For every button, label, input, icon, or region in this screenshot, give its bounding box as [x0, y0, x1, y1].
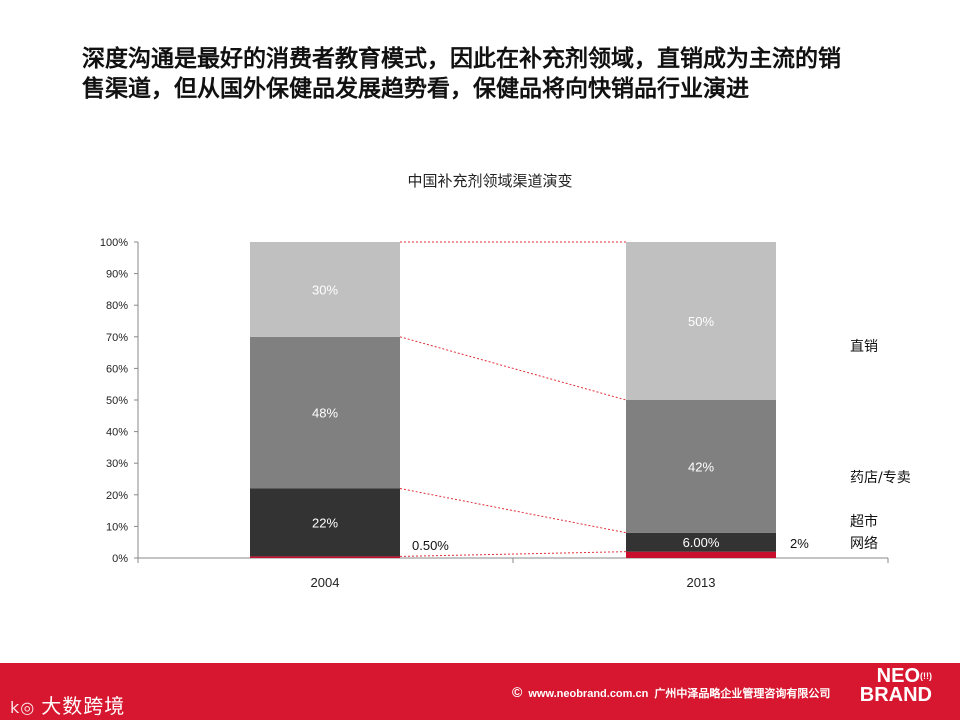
legend-label: 直销 — [850, 338, 878, 355]
headline: 深度沟通是最好的消费者教育模式，因此在补充剂领域，直销成为主流的销 售渠道，但从… — [82, 44, 912, 104]
y-tick-label: 40% — [106, 427, 128, 439]
y-tick-label: 30% — [106, 458, 128, 470]
bar-segment — [250, 242, 400, 337]
neobrand-logo: NEO(!!) BRAND — [858, 665, 932, 706]
logo-mark-icon: (!!) — [920, 671, 932, 681]
logo-line-1: NEO — [876, 665, 920, 687]
bar-segment — [626, 242, 776, 400]
data-label: 22% — [312, 515, 338, 530]
bar-segment — [626, 551, 776, 558]
brand-logo-icon: k◎ — [10, 698, 36, 717]
legend-label: 超市 — [850, 513, 878, 530]
y-tick-label: 100% — [100, 237, 128, 249]
headline-line-1: 深度沟通是最好的消费者教育模式，因此在补充剂领域，直销成为主流的销 — [82, 46, 841, 72]
series-connector-line — [399, 487, 627, 534]
series-connector-line — [399, 336, 627, 401]
footer-contact: © www.neobrand.com.cn 广州中泽品略企业管理咨询有限公司 — [512, 684, 830, 701]
legend-label: 药店/专卖 — [850, 470, 911, 486]
series-connector-line — [399, 551, 627, 557]
x-tick-label: 2004 — [311, 575, 340, 590]
bar-segment — [250, 556, 400, 558]
data-label: 30% — [312, 282, 338, 297]
y-tick-label: 20% — [106, 490, 128, 502]
footer-url[interactable]: www.neobrand.com.cn — [528, 688, 649, 700]
legend-label: 网络 — [850, 536, 878, 552]
logo-line-2: BRAND — [859, 684, 932, 706]
headline-line-2: 售渠道，但从国外保健品发展趋势看，保健品将向快销品行业演进 — [82, 76, 749, 102]
chart-title: 中国补充剂领域渠道演变 — [407, 173, 572, 190]
y-tick-label: 10% — [106, 521, 128, 533]
data-label: 50% — [688, 314, 714, 329]
bar-segment — [250, 336, 400, 489]
y-tick-label: 60% — [106, 363, 128, 375]
footer-brand-left: k◎ 大数跨境 — [10, 690, 125, 719]
y-tick-label: 80% — [106, 300, 128, 312]
data-label: 6.00% — [683, 535, 720, 550]
bar-segment — [626, 532, 776, 552]
footer-brand-text: 大数跨境 — [41, 694, 126, 718]
copyright-icon: © — [512, 684, 523, 700]
stacked-bar-chart: 中国补充剂领域渠道演变 0% 10% 20% 30% 40% 50% 60% 70% 80% 90%… — [100, 173, 911, 590]
data-label: 48% — [312, 406, 338, 421]
y-tick-label: 90% — [106, 269, 128, 281]
footer-band: k◎ 大数跨境 © www.neobrand.com.cn 广州中泽品略企业管理咨询有… — [0, 663, 960, 720]
footer-company: 广州中泽品略企业管理咨询有限公司 — [654, 688, 831, 700]
data-label: 42% — [688, 459, 714, 474]
bar-segment — [250, 488, 400, 557]
x-tick-label: 2013 — [687, 575, 716, 590]
data-label: 0.50% — [412, 538, 449, 553]
y-tick-label: 0% — [112, 553, 128, 565]
y-tick-label: 70% — [106, 332, 128, 344]
y-tick-label: 50% — [106, 395, 128, 407]
data-label: 2% — [790, 536, 809, 551]
bar-segment — [626, 400, 776, 533]
